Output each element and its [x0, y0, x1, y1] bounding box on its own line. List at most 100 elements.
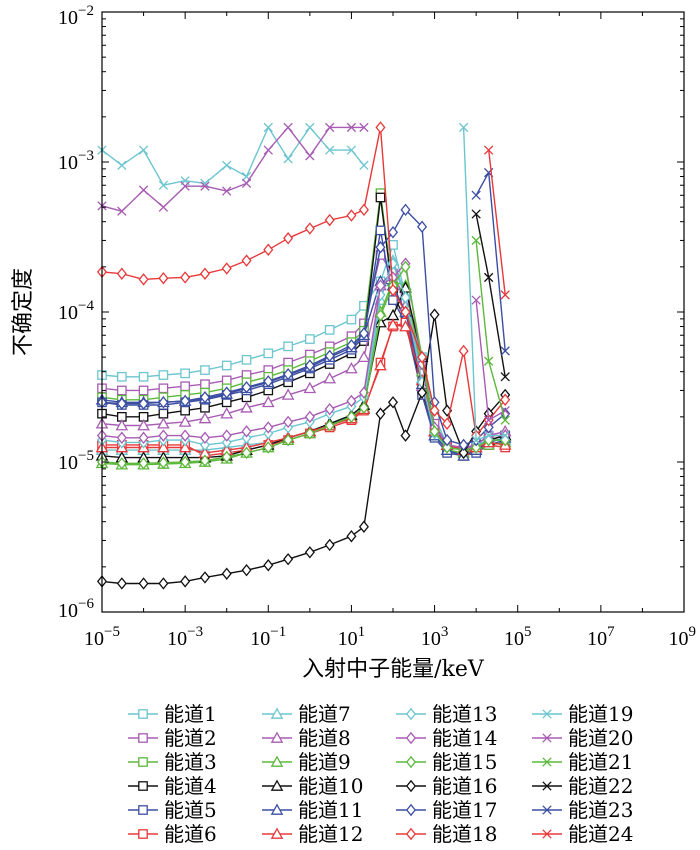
data-point — [417, 220, 428, 234]
data-point — [375, 279, 386, 292]
legend-item: 能道3 — [128, 750, 217, 774]
legend-label: 能道4 — [164, 774, 217, 798]
x-tick-label: 10−1 — [250, 624, 286, 650]
data-point — [283, 415, 294, 429]
data-point — [158, 383, 169, 394]
data-point — [417, 386, 428, 399]
legend-item: 能道19 — [532, 702, 633, 726]
data-point — [241, 446, 252, 460]
data-point — [346, 339, 357, 352]
y-tick-label: 10−5 — [58, 448, 94, 474]
data-point — [400, 203, 411, 217]
data-point — [115, 419, 129, 431]
legend-marker — [542, 733, 552, 743]
legend-marker — [405, 779, 417, 793]
data-point — [357, 350, 371, 363]
x-axis-title: 入射中子能量/keV — [302, 657, 485, 682]
data-point — [221, 262, 232, 275]
data-point — [157, 417, 170, 429]
data-point — [324, 402, 335, 416]
legend-label: 能道17 — [432, 798, 497, 822]
legend-marker — [270, 731, 284, 743]
data-point — [180, 181, 190, 191]
data-point — [199, 454, 211, 467]
data-point — [471, 295, 481, 305]
data-point — [261, 395, 275, 408]
legend-marker — [542, 829, 552, 839]
data-point — [374, 358, 387, 371]
data-point — [429, 308, 440, 321]
legend-item: 能道16 — [396, 774, 497, 798]
legend-label: 能道12 — [298, 822, 363, 846]
legend-marker — [270, 755, 284, 767]
data-point — [283, 232, 294, 245]
data-point — [346, 145, 357, 155]
legend-label: 能道9 — [298, 750, 351, 774]
data-point — [158, 396, 169, 409]
legend-marker — [270, 707, 284, 719]
data-point — [221, 450, 232, 464]
legend-label: 能道6 — [164, 822, 217, 846]
data-point — [198, 411, 212, 424]
legend-marker — [405, 803, 417, 817]
legend-marker — [138, 709, 148, 719]
data-point — [138, 185, 149, 195]
data-point — [471, 235, 481, 246]
data-point — [199, 267, 211, 280]
data-point — [157, 440, 170, 453]
x-tick-label: 10−5 — [84, 624, 120, 650]
data-point — [199, 431, 211, 445]
data-point — [283, 122, 293, 133]
data-point — [158, 577, 169, 590]
legend-label: 能道24 — [568, 822, 633, 846]
data-point — [199, 571, 211, 584]
data-point — [471, 435, 481, 445]
data-point — [458, 446, 469, 460]
series-layer — [95, 121, 512, 590]
data-point — [180, 455, 191, 469]
data-point — [471, 441, 482, 454]
data-point — [138, 577, 149, 590]
data-point — [323, 372, 336, 384]
data-point — [346, 410, 357, 424]
data-point — [400, 260, 411, 274]
data-point — [263, 559, 274, 572]
legend-marker — [405, 731, 417, 745]
data-point — [388, 295, 398, 305]
y-axis: 10−6 10−5 10−4 10−3 10−2 — [58, 3, 684, 622]
legend-marker — [542, 757, 552, 767]
data-point — [375, 309, 386, 322]
data-point — [305, 151, 315, 161]
legend-marker — [138, 805, 148, 815]
data-point — [116, 371, 127, 382]
data-point — [500, 393, 511, 406]
legend-item: 能道15 — [396, 750, 497, 774]
data-point — [346, 394, 357, 408]
legend-marker — [405, 755, 417, 769]
y-axis-title: 不确定度 — [11, 268, 36, 356]
y-tick-label: 10−2 — [58, 3, 94, 29]
legend-marker — [270, 779, 284, 791]
data-point — [158, 408, 169, 419]
data-point — [117, 160, 127, 171]
data-point — [324, 419, 335, 432]
series-22 — [471, 209, 510, 382]
legend-label: 能道21 — [568, 750, 633, 774]
data-point — [240, 401, 253, 413]
data-point — [305, 334, 315, 344]
series-17 — [96, 203, 511, 452]
data-point — [221, 567, 232, 580]
data-point — [388, 240, 398, 250]
legend-marker — [138, 733, 148, 743]
data-point — [199, 391, 211, 404]
x-tick-label: 10−3 — [167, 624, 203, 650]
legend-item: 能道7 — [262, 702, 351, 726]
data-point — [442, 441, 453, 454]
data-point — [180, 575, 191, 588]
data-point — [375, 241, 386, 254]
data-point — [400, 429, 411, 442]
data-point — [483, 272, 494, 283]
legend-item: 能道4 — [128, 774, 217, 798]
data-point — [158, 456, 169, 469]
